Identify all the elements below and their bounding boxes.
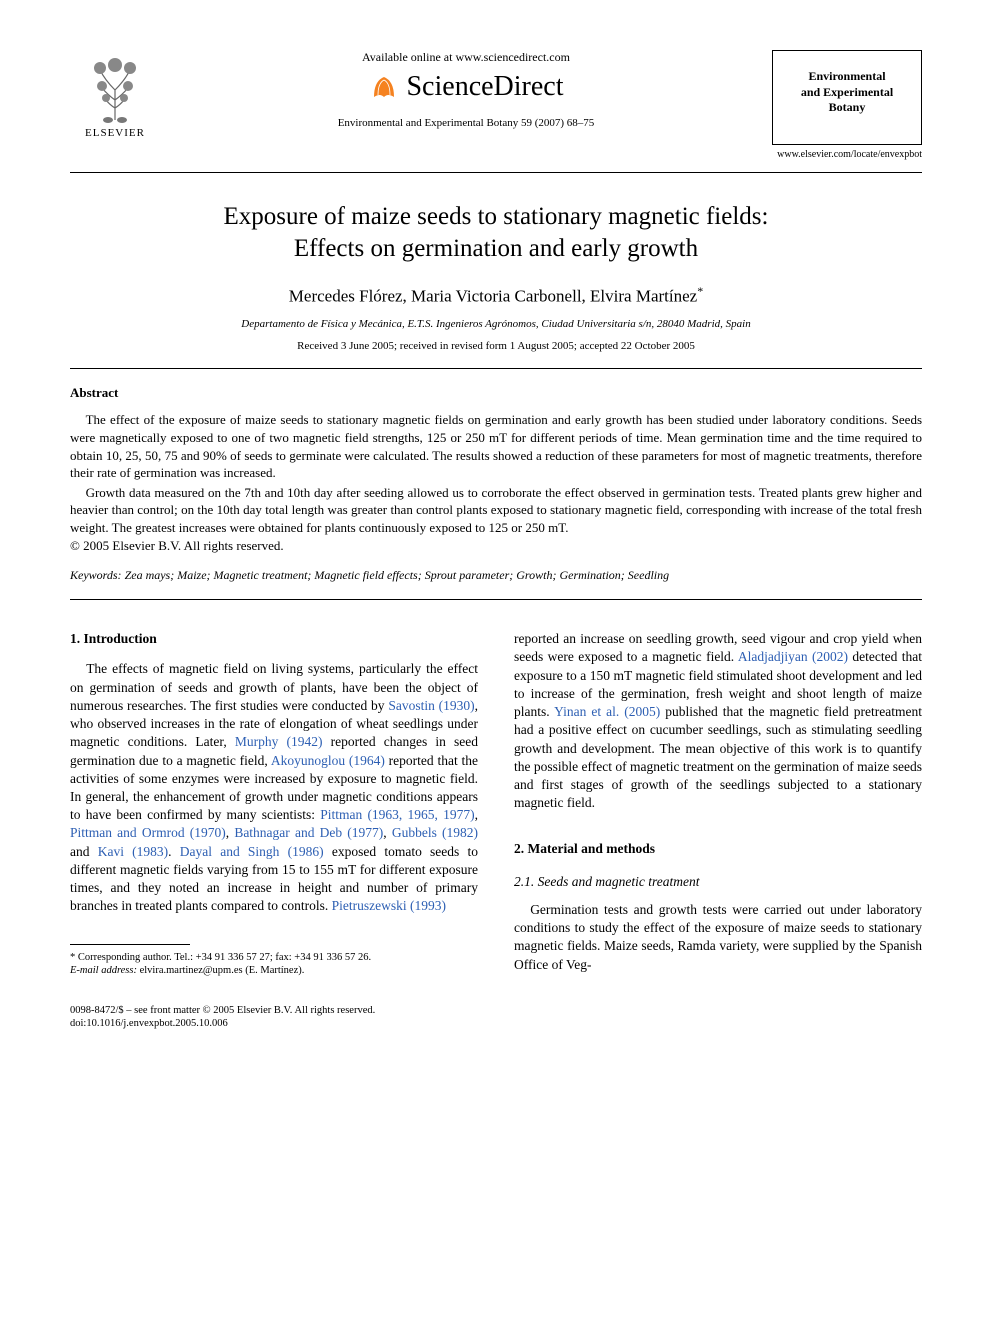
page-header: ELSEVIER Available online at www.science… xyxy=(70,50,922,160)
ref-link[interactable]: Gubbels (1982) xyxy=(392,825,478,840)
right-column: reported an increase on seedling growth,… xyxy=(514,630,922,1031)
sciencedirect-text: ScienceDirect xyxy=(406,71,563,103)
header-divider xyxy=(70,172,922,173)
elsevier-label: ELSEVIER xyxy=(85,127,145,139)
abstract-body: The effect of the exposure of maize seed… xyxy=(70,411,922,536)
footnote-divider xyxy=(70,944,190,945)
corresponding-footnote: * Corresponding author. Tel.: +34 91 336… xyxy=(70,951,478,978)
methods-paragraph: Germination tests and growth tests were … xyxy=(514,901,922,974)
ref-link[interactable]: Bathnagar and Deb (1977) xyxy=(234,825,383,840)
footer-meta: 0098-8472/$ – see front matter © 2005 El… xyxy=(70,1004,478,1031)
sciencedirect-icon xyxy=(368,71,400,103)
footnote-contact: * Corresponding author. Tel.: +34 91 336… xyxy=(70,951,478,965)
keywords-line: Keywords: Zea mays; Maize; Magnetic trea… xyxy=(70,568,922,583)
ref-link[interactable]: Dayal and Singh (1986) xyxy=(180,844,324,859)
title-divider xyxy=(70,368,922,369)
center-header: Available online at www.sciencedirect.co… xyxy=(160,50,772,129)
corresponding-mark: * xyxy=(697,284,703,298)
intro-paragraph: The effects of magnetic field on living … xyxy=(70,660,478,915)
front-matter-line: 0098-8472/$ – see front matter © 2005 El… xyxy=(70,1004,478,1018)
ref-link[interactable]: Savostin (1930) xyxy=(388,698,474,713)
journal-box-title: Environmental and Experimental Botany xyxy=(781,69,913,116)
ref-link[interactable]: Murphy (1942) xyxy=(235,734,323,749)
ref-link[interactable]: Aladjadjiyan (2002) xyxy=(738,649,848,664)
ref-link[interactable]: Kavi (1983) xyxy=(98,844,168,859)
abstract-p1: The effect of the exposure of maize seed… xyxy=(70,411,922,481)
intro-heading: 1. Introduction xyxy=(70,630,478,648)
author-list: Mercedes Flórez, Maria Victoria Carbonel… xyxy=(70,284,922,307)
sciencedirect-brand: ScienceDirect xyxy=(160,71,772,103)
journal-url: www.elsevier.com/locate/envexpbot xyxy=(772,149,922,160)
ref-link[interactable]: Pittman and Ormrod (1970) xyxy=(70,825,226,840)
article-dates: Received 3 June 2005; received in revise… xyxy=(70,340,922,352)
keywords-values: Zea mays; Maize; Magnetic treatment; Mag… xyxy=(122,568,670,582)
affiliation: Departamento de Física y Mecánica, E.T.S… xyxy=(70,318,922,330)
body-columns: 1. Introduction The effects of magnetic … xyxy=(70,630,922,1031)
ref-link[interactable]: Yinan et al. (2005) xyxy=(554,704,660,719)
article-title: Exposure of maize seeds to stationary ma… xyxy=(70,201,922,266)
journal-reference: Environmental and Experimental Botany 59… xyxy=(160,117,772,129)
abstract-p2: Growth data measured on the 7th and 10th… xyxy=(70,484,922,537)
abstract-divider xyxy=(70,599,922,600)
journal-cover-box: Environmental and Experimental Botany xyxy=(772,50,922,145)
methods-heading: 2. Material and methods xyxy=(514,840,922,858)
copyright-line: © 2005 Elsevier B.V. All rights reserved… xyxy=(70,538,922,554)
available-online-text: Available online at www.sciencedirect.co… xyxy=(160,50,772,65)
ref-link[interactable]: Pittman (1963, 1965, 1977) xyxy=(320,807,474,822)
elsevier-tree-icon xyxy=(80,50,150,125)
ref-link[interactable]: Akoyunoglou (1964) xyxy=(271,753,385,768)
abstract-heading: Abstract xyxy=(70,385,922,401)
elsevier-logo-block: ELSEVIER xyxy=(70,50,160,139)
methods-subheading: 2.1. Seeds and magnetic treatment xyxy=(514,873,922,891)
intro-continued: reported an increase on seedling growth,… xyxy=(514,630,922,812)
doi-line: doi:10.1016/j.envexpbot.2005.10.006 xyxy=(70,1017,478,1031)
journal-box-wrapper: Environmental and Experimental Botany ww… xyxy=(772,50,922,160)
left-column: 1. Introduction The effects of magnetic … xyxy=(70,630,478,1031)
footnote-email: E-mail address: elvira.martinez@upm.es (… xyxy=(70,964,478,978)
ref-link[interactable]: Pietruszewski (1993) xyxy=(332,898,446,913)
keywords-label: Keywords: xyxy=(70,568,122,582)
